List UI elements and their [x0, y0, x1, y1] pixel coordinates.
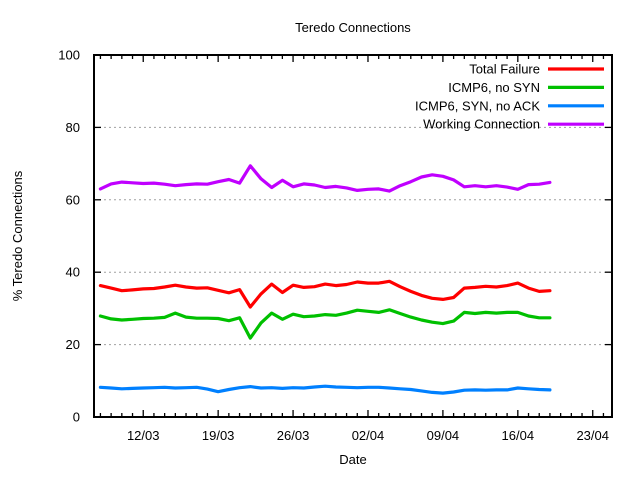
- series-line-total-failure: [98, 279, 552, 309]
- x-tick-label: 12/03: [127, 428, 160, 443]
- plot-frame: [93, 54, 613, 418]
- series-line-icmp6-no-syn: [98, 308, 552, 340]
- legend-label: ICMP6, SYN, no ACK: [415, 98, 540, 113]
- y-tick-label: 100: [58, 48, 80, 63]
- legend-item-working-connection: Working Connection: [423, 117, 604, 132]
- plot-area: 0 20 40 60 80 100 12/03 19/03 26/03 02/04 09/04 16/…: [58, 48, 613, 443]
- chart-title: Teredo Connections: [295, 20, 411, 35]
- x-tick-label: 23/04: [576, 428, 609, 443]
- legend-item-total-failure: Total Failure: [469, 62, 604, 77]
- x-tick-label: 16/04: [502, 428, 535, 443]
- y-tick-label: 40: [66, 265, 80, 280]
- y-tick-label: 20: [66, 337, 80, 352]
- legend-label: ICMP6, no SYN: [448, 80, 540, 95]
- y-axis-title: % Teredo Connections: [10, 170, 25, 301]
- y-tick-label: 80: [66, 120, 80, 135]
- legend-label: Working Connection: [423, 117, 540, 132]
- y-tick-label: 0: [73, 410, 80, 425]
- legend-item-icmp6-syn-no-ack: ICMP6, SYN, no ACK: [415, 98, 604, 113]
- x-tick-label: 19/03: [202, 428, 235, 443]
- x-tick-label: 02/04: [352, 428, 385, 443]
- legend-label: Total Failure: [469, 62, 540, 77]
- x-tick-label: 09/04: [427, 428, 460, 443]
- x-tick-label: 26/03: [277, 428, 310, 443]
- series-line-working-connection: [98, 164, 552, 193]
- x-axis-title: Date: [339, 452, 366, 467]
- series-line-icmp6-syn-no-ack: [98, 384, 552, 395]
- legend-item-icmp6-no-syn: ICMP6, no SYN: [448, 80, 604, 95]
- y-tick-label: 60: [66, 192, 80, 207]
